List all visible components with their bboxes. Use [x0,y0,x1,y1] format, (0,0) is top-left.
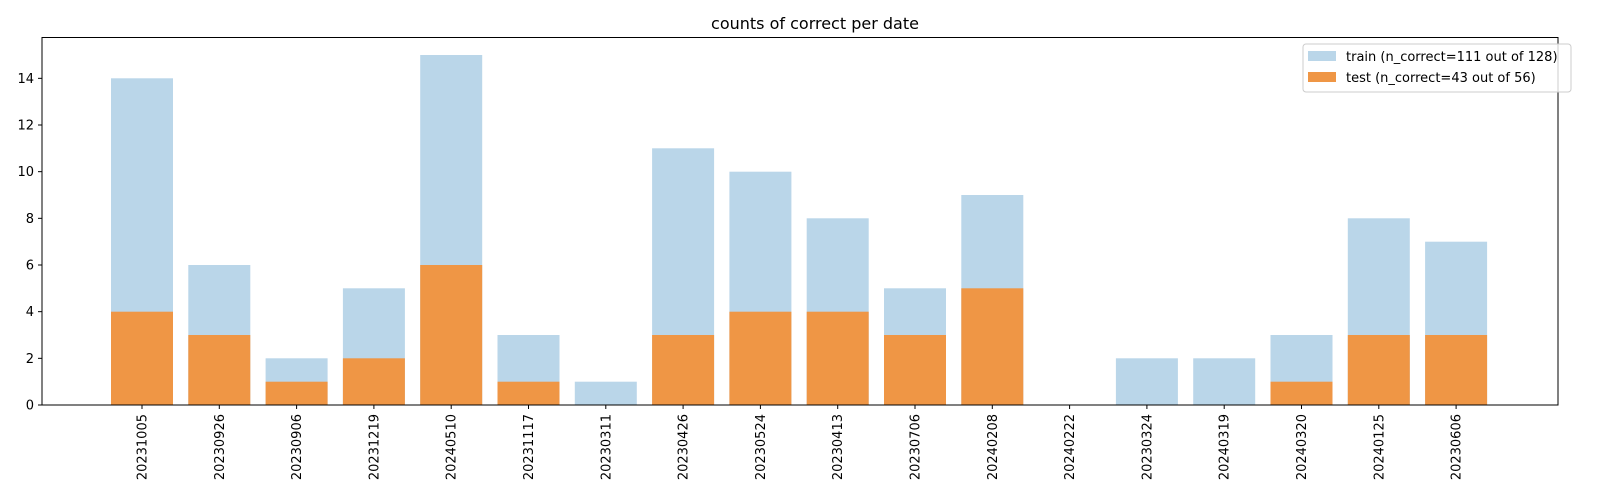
legend-label-train: train (n_correct=111 out of 128) [1346,50,1558,65]
x-axis: 20231005 20230926 20230906 20231219 20240510… [136,405,1465,480]
legend-swatch-train [1308,51,1336,61]
y-tick-label: 4 [26,305,34,320]
legend-label-test: test (n_correct=43 out of 56) [1346,71,1536,86]
bar-test-20230524 [729,311,792,405]
x-tick-label: 20230413 [831,414,846,480]
x-tick-label: 20240208 [986,414,1001,480]
x-tick-label: 20231117 [522,414,537,480]
bar-test-20230413 [806,311,869,405]
bar-test-20240510 [420,265,483,405]
y-tick-label: 8 [26,212,34,227]
bar-test-20230906 [265,381,328,405]
x-tick-label: 20240222 [1063,414,1078,480]
y-tick-label: 2 [26,352,34,367]
chart-title: counts of correct per date [711,14,919,33]
x-tick-label: 20230324 [1140,414,1155,480]
x-tick-label: 20230926 [213,414,228,480]
bar-test-20230426 [652,335,715,405]
bar-train-20230311 [574,381,637,405]
legend-box [1302,43,1572,93]
bar-test-20231005 [111,311,173,405]
bar-test-20230606 [1425,335,1488,405]
x-tick-label: 20240319 [1218,414,1233,480]
x-tick-label: 20230706 [909,414,924,480]
bar-test-20240125 [1347,335,1410,405]
x-tick-label: 20230606 [1450,414,1465,480]
x-tick-label: 20240320 [1295,414,1310,480]
x-tick-label: 20230524 [754,414,769,480]
bar-test-20231117 [497,381,560,405]
bar-test-20231219 [342,358,405,405]
x-tick-label: 20240510 [445,414,460,480]
y-axis: 0 2 4 6 8 10 12 14 [17,72,42,414]
x-tick-label: 20240125 [1372,414,1387,480]
x-tick-label: 20230311 [599,414,614,480]
x-tick-label: 20231005 [136,414,151,480]
bars-group [111,55,1488,406]
x-tick-label: 20230906 [290,414,305,480]
x-tick-label: 20230426 [677,414,692,480]
bar-test-20240208 [961,288,1024,405]
y-tick-label: 12 [17,119,34,134]
bar-train-20240319 [1193,358,1256,405]
y-tick-label: 6 [26,259,34,274]
legend: train (n_correct=111 out of 128) test (n… [1302,43,1572,93]
plot-frame [41,37,1559,406]
bar-test-20240320 [1270,381,1333,405]
legend-swatch-test [1308,72,1336,82]
x-tick-label: 20231219 [367,414,382,480]
y-tick-label: 14 [17,72,34,87]
bar-train-20230324 [1115,358,1178,405]
y-tick-label: 10 [17,165,34,180]
bar-test-20230926 [188,335,251,405]
bar-test-20230706 [884,335,946,405]
y-tick-label: 0 [26,399,34,414]
